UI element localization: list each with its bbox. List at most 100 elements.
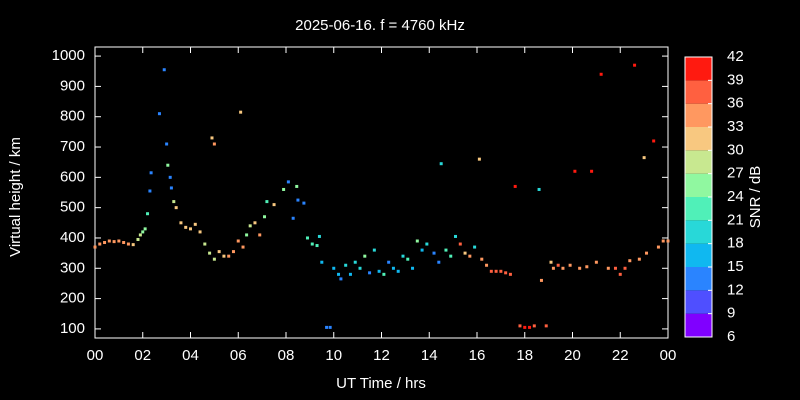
point — [146, 212, 150, 216]
colorbar-band — [685, 267, 712, 291]
point — [325, 325, 329, 329]
point — [339, 277, 343, 281]
point — [508, 272, 512, 276]
point — [157, 112, 161, 116]
point — [310, 242, 314, 246]
y-tick-label: 800 — [60, 108, 85, 125]
point — [148, 189, 152, 193]
point — [286, 180, 290, 184]
point — [613, 266, 617, 270]
point — [117, 239, 121, 243]
point — [594, 260, 598, 264]
point — [295, 184, 299, 188]
colorbar-band — [685, 127, 712, 151]
point — [315, 244, 319, 248]
point — [122, 241, 126, 245]
point — [561, 266, 565, 270]
point — [645, 251, 649, 255]
point — [606, 266, 610, 270]
point — [141, 230, 145, 234]
point — [239, 110, 243, 114]
point — [437, 260, 441, 264]
point — [103, 241, 107, 245]
point — [449, 254, 453, 258]
chart-title: 2025-06-16. f = 4760 kHz — [295, 17, 465, 34]
point — [98, 242, 102, 246]
y-tick-label: 300 — [60, 259, 85, 276]
point — [236, 239, 240, 243]
point — [245, 233, 249, 237]
point — [628, 259, 632, 263]
point — [222, 254, 226, 258]
point — [387, 260, 391, 264]
x-tick-label: 00 — [660, 347, 677, 364]
point — [296, 198, 300, 202]
point — [504, 271, 508, 275]
point — [480, 257, 484, 261]
y-tick-label: 1000 — [52, 47, 85, 64]
point — [302, 201, 306, 205]
point — [518, 324, 522, 328]
point — [513, 184, 517, 188]
colorbar-tick-label: 9 — [727, 305, 735, 322]
colorbar-band — [685, 313, 712, 337]
point — [489, 269, 493, 273]
x-tick-label: 06 — [230, 347, 247, 364]
colorbar-band — [685, 290, 712, 314]
point — [666, 239, 670, 243]
point — [578, 266, 582, 270]
point — [317, 234, 321, 238]
point — [425, 242, 429, 246]
point — [162, 68, 166, 72]
point — [231, 250, 235, 254]
point — [623, 266, 627, 270]
point — [439, 162, 443, 166]
point — [344, 263, 348, 267]
colorbar-band — [685, 220, 712, 244]
point — [363, 254, 367, 258]
x-tick-label: 08 — [278, 347, 295, 364]
plot-frame — [94, 46, 669, 339]
colorbar-band — [685, 243, 712, 267]
y-tick-label: 400 — [60, 229, 85, 246]
point — [568, 263, 572, 267]
point — [265, 200, 269, 204]
point — [198, 230, 202, 234]
point — [227, 254, 231, 258]
colorbar-tick-label: 36 — [727, 95, 744, 112]
x-tick-label: 18 — [516, 347, 533, 364]
x-tick-label: 14 — [421, 347, 438, 364]
point — [377, 269, 381, 273]
colorbar-band — [685, 173, 712, 197]
y-tick-label: 700 — [60, 138, 85, 155]
point — [143, 227, 147, 231]
point — [112, 240, 116, 244]
point — [272, 203, 276, 207]
x-tick-label: 02 — [134, 347, 151, 364]
point — [282, 187, 286, 191]
colorbar-band — [685, 150, 712, 174]
colorbar-tick-label: 24 — [727, 188, 744, 205]
point — [291, 216, 295, 220]
colorbar-tick-label: 33 — [727, 118, 744, 135]
point — [494, 269, 498, 273]
point — [138, 233, 142, 237]
colorbar-tick-label: 39 — [727, 71, 744, 88]
point — [320, 260, 324, 264]
point — [210, 136, 214, 140]
point — [556, 263, 560, 267]
point — [258, 233, 262, 237]
point — [420, 248, 424, 252]
colorbar-tick-label: 15 — [727, 258, 744, 275]
point — [208, 251, 212, 255]
point — [179, 221, 183, 225]
point — [332, 266, 336, 270]
point — [458, 242, 462, 246]
point — [172, 200, 176, 204]
colorbar-label: SNR / dB — [747, 166, 764, 229]
point — [406, 257, 410, 261]
colorbar-tick-label: 42 — [727, 48, 744, 65]
point — [401, 254, 405, 258]
point — [203, 242, 207, 246]
